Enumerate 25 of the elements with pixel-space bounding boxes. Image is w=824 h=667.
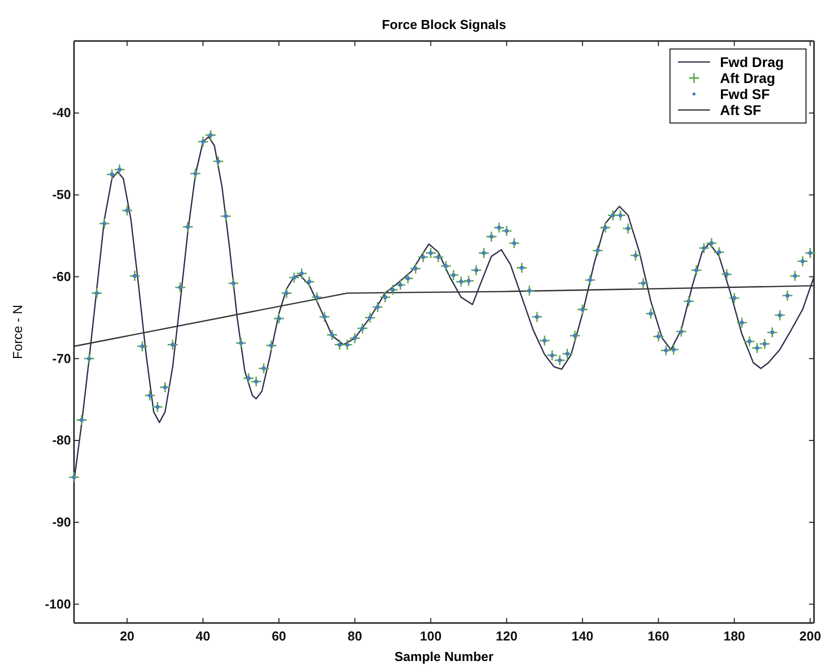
- y-tick-label: -40: [52, 105, 71, 120]
- y-axis-title: Force - N: [10, 304, 25, 360]
- x-tick-label: 180: [723, 628, 746, 644]
- x-axis-title: Sample Number: [394, 649, 494, 664]
- legend-label: Fwd SF: [720, 86, 770, 102]
- x-tick-label: 100: [420, 628, 442, 644]
- y-tick-label: -60: [52, 268, 71, 284]
- x-tick-label: 60: [272, 628, 286, 644]
- x-tick-label: 160: [648, 628, 670, 644]
- x-tick-label: 40: [196, 628, 210, 644]
- x-tick-label: 20: [120, 628, 134, 644]
- y-tick-label: -70: [52, 350, 71, 366]
- legend-label: Aft Drag: [720, 70, 776, 86]
- x-tick-label: 200: [799, 628, 822, 644]
- x-tick-label: 140: [572, 628, 594, 644]
- line-series: [73, 285, 815, 347]
- chart-title: Force Block Signals: [382, 17, 506, 32]
- y-tick-label: -100: [44, 596, 71, 612]
- x-tick-label: 80: [348, 628, 362, 644]
- y-tick-label: -90: [52, 514, 71, 530]
- legend-label: Fwd Drag: [720, 54, 784, 70]
- x-tick-label: 120: [496, 628, 518, 644]
- y-tick-label: -80: [52, 432, 71, 448]
- y-tick-label: -50: [52, 187, 71, 202]
- legend-label: Aft SF: [720, 102, 762, 118]
